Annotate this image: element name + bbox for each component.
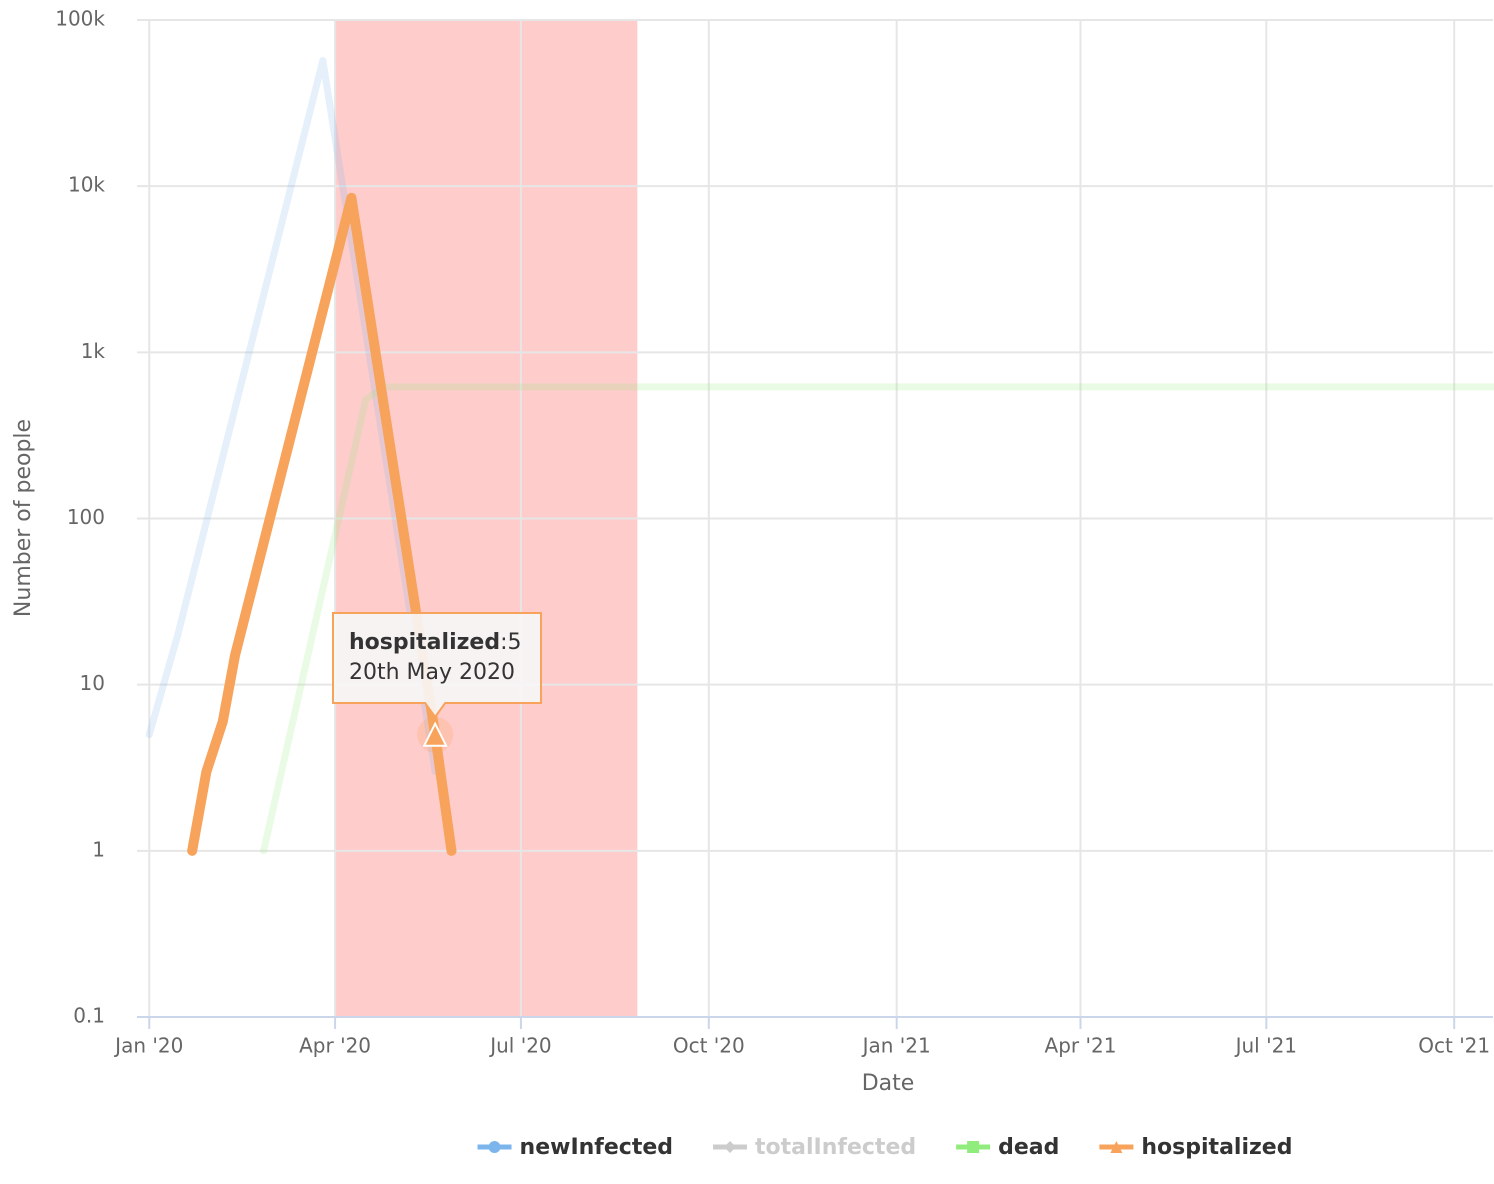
tooltip-series: hospitalized [349, 630, 500, 655]
legend-symbol [1110, 1141, 1123, 1153]
legend-label: hospitalized [1141, 1135, 1292, 1160]
legend-label: totalInfected [755, 1135, 916, 1160]
x-tick-label: Oct '21 [1418, 1034, 1490, 1058]
series-line [145, 57, 439, 776]
tooltip-box [332, 612, 542, 719]
x-tick-label: Jul '21 [1234, 1034, 1297, 1058]
legend-item[interactable]: totalInfected [713, 1135, 916, 1160]
tooltip-line: hospitalized:5 [349, 630, 522, 655]
x-tick-label: Apr '21 [1045, 1034, 1117, 1058]
x-tick-label: Apr '20 [299, 1034, 371, 1058]
y-tick-label: 10 [80, 671, 105, 695]
y-tick-label: 1k [81, 339, 106, 363]
x-tick-label: Jan '21 [861, 1034, 931, 1058]
y-axis-title: Number of people [11, 419, 36, 617]
tooltip-value: 5 [508, 630, 522, 655]
hover-marker [422, 721, 448, 747]
y-tick-label: 0.1 [73, 1004, 105, 1028]
tooltip-date: 20th May 2020 [349, 660, 515, 685]
series-line [260, 383, 1494, 855]
y-tick-label: 1 [92, 837, 105, 861]
y-tick-label: 10k [68, 173, 105, 197]
legend-symbol [967, 1141, 980, 1153]
legend-label: dead [998, 1135, 1059, 1160]
x-tick-label: Oct '20 [673, 1034, 745, 1058]
legend-symbol [724, 1141, 737, 1153]
legend-item[interactable]: hospitalized [1099, 1135, 1292, 1160]
legend: newInfected totalInfected dead hospitalized [477, 1135, 1292, 1160]
legend-item[interactable]: dead [956, 1135, 1059, 1160]
x-tick-label: Jul '20 [488, 1034, 551, 1058]
y-tick-label: 100k [55, 7, 105, 31]
legend-item[interactable]: newInfected [477, 1135, 673, 1160]
legend-symbol [488, 1141, 501, 1153]
x-axis-title: Date [862, 1071, 915, 1096]
y-tick-label: 100 [67, 505, 105, 529]
legend-label: newInfected [520, 1135, 673, 1160]
tooltip-separator: : [500, 630, 507, 655]
x-tick-label: Jan '20 [113, 1034, 183, 1058]
